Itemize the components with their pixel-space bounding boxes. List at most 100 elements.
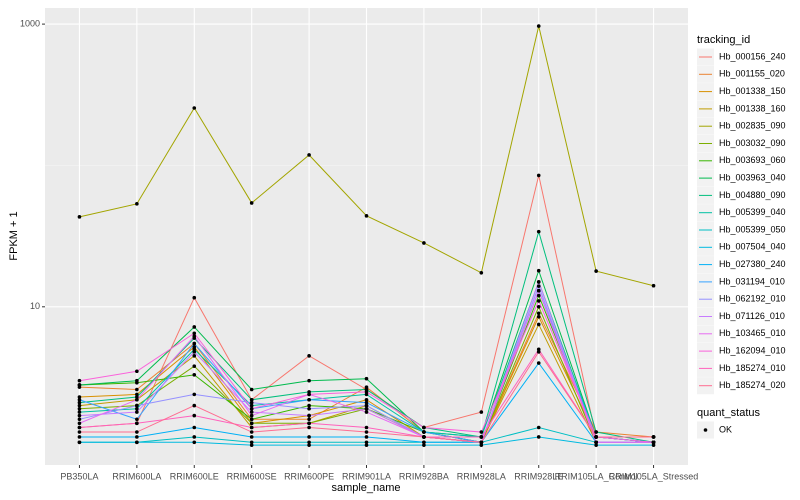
data-point bbox=[249, 403, 254, 408]
data-point bbox=[307, 403, 311, 408]
data-point bbox=[192, 341, 197, 346]
data-point bbox=[536, 361, 541, 365]
data-point bbox=[77, 425, 82, 430]
x-tick-label: RRIM928LE bbox=[514, 471, 563, 481]
data-point bbox=[77, 406, 82, 411]
legend-label: Hb_162094_010 bbox=[719, 345, 786, 355]
x-axis-title: sample_name bbox=[331, 482, 400, 494]
data-point bbox=[364, 390, 369, 394]
legend-label: Hb_003963_040 bbox=[719, 172, 786, 182]
data-point bbox=[594, 443, 598, 447]
data-point bbox=[536, 311, 541, 316]
y-tick-label: 1000 bbox=[20, 18, 40, 28]
data-point bbox=[594, 435, 598, 439]
data-point bbox=[364, 430, 369, 434]
data-point bbox=[77, 383, 82, 387]
data-point bbox=[192, 373, 197, 377]
data-point bbox=[77, 397, 82, 402]
data-point bbox=[249, 440, 254, 445]
data-point bbox=[192, 350, 197, 354]
data-point bbox=[192, 347, 197, 352]
data-point bbox=[135, 395, 139, 399]
y-tick-label: 10 bbox=[30, 301, 40, 311]
data-point bbox=[135, 406, 139, 411]
data-point bbox=[192, 392, 197, 397]
legend-label: Hb_007504_040 bbox=[719, 242, 786, 252]
data-point bbox=[536, 288, 541, 293]
data-point bbox=[307, 406, 311, 411]
data-point bbox=[77, 403, 82, 408]
data-point bbox=[77, 215, 82, 219]
data-point bbox=[536, 293, 541, 298]
data-point bbox=[192, 403, 197, 408]
legend-label: Hb_003693_060 bbox=[719, 155, 786, 165]
data-point bbox=[307, 378, 311, 383]
data-point bbox=[536, 305, 541, 309]
legend-label: Hb_001155_020 bbox=[719, 69, 785, 79]
data-point bbox=[651, 283, 656, 288]
data-point bbox=[192, 435, 197, 439]
data-point bbox=[192, 331, 197, 336]
data-point bbox=[77, 413, 82, 418]
x-tick-label: RRIM600LA bbox=[112, 471, 161, 481]
data-point bbox=[307, 440, 311, 445]
data-point bbox=[594, 269, 598, 273]
data-point bbox=[594, 440, 598, 445]
data-point bbox=[192, 354, 197, 358]
legend-title: quant_status bbox=[697, 407, 760, 419]
data-point bbox=[422, 435, 426, 439]
data-point bbox=[422, 440, 426, 445]
data-point bbox=[249, 435, 254, 439]
data-point bbox=[307, 397, 311, 402]
legend-label: Hb_000156_240 bbox=[719, 51, 786, 61]
data-point bbox=[135, 403, 139, 408]
data-point bbox=[364, 403, 369, 408]
data-point bbox=[307, 435, 311, 439]
data-point bbox=[307, 354, 311, 358]
data-point bbox=[135, 410, 139, 414]
legend-label: Hb_185274_020 bbox=[719, 380, 786, 390]
data-point bbox=[536, 268, 541, 273]
data-point bbox=[479, 271, 484, 275]
data-point bbox=[249, 406, 254, 411]
legend-label: Hb_071126_010 bbox=[719, 311, 785, 321]
data-point bbox=[192, 440, 197, 445]
data-point bbox=[135, 417, 139, 422]
data-point bbox=[307, 392, 311, 397]
legend-label: Hb_002835_090 bbox=[719, 121, 786, 131]
data-point bbox=[364, 406, 369, 411]
data-point bbox=[594, 430, 598, 434]
data-point bbox=[536, 173, 541, 178]
data-point bbox=[651, 443, 656, 447]
data-point bbox=[364, 425, 369, 430]
data-point bbox=[307, 153, 311, 157]
data-point bbox=[135, 369, 139, 374]
data-point bbox=[307, 443, 311, 447]
data-point bbox=[479, 430, 484, 434]
data-point bbox=[249, 400, 254, 405]
data-point bbox=[249, 410, 254, 414]
data-point bbox=[249, 417, 254, 422]
data-point bbox=[192, 364, 197, 369]
data-point bbox=[479, 440, 484, 445]
data-point bbox=[192, 106, 197, 110]
data-point bbox=[249, 425, 254, 430]
x-tick-label: RRIM105LA_Control bbox=[555, 471, 638, 481]
data-point bbox=[536, 350, 541, 354]
legend-label: Hb_001338_160 bbox=[719, 103, 786, 113]
data-point bbox=[536, 425, 541, 430]
data-point bbox=[192, 325, 197, 329]
data-point bbox=[77, 417, 82, 422]
legend-title: tracking_id bbox=[697, 34, 750, 46]
data-point bbox=[536, 24, 541, 28]
legend-label: Hb_062192_010 bbox=[719, 294, 786, 304]
data-point bbox=[364, 214, 369, 218]
data-point bbox=[364, 392, 369, 397]
data-point bbox=[249, 421, 254, 426]
data-point bbox=[364, 440, 369, 445]
y-axis-title: FPKM + 1 bbox=[8, 211, 20, 260]
legend-label: Hb_005399_040 bbox=[719, 207, 786, 217]
x-tick-label: RRIM928BA bbox=[399, 471, 449, 481]
x-tick-label: RRIM600LE bbox=[170, 471, 219, 481]
